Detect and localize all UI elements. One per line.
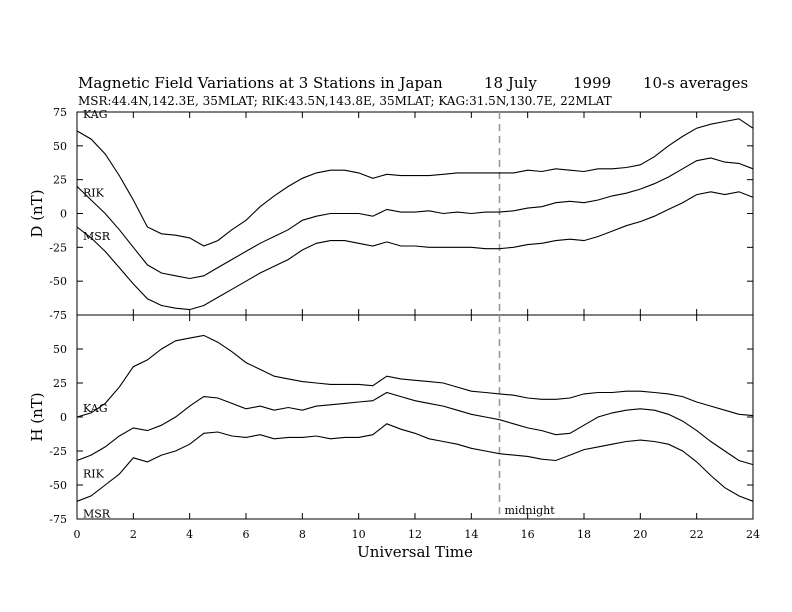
station-label-kag: KAG (83, 402, 108, 415)
y-tick-label: 0 (60, 411, 67, 424)
chart-year: 1999 (573, 74, 611, 92)
station-label-msr: MSR (83, 230, 111, 243)
series-kag (76, 334, 754, 418)
y-tick-label: 0 (60, 208, 67, 221)
series-kag (76, 118, 754, 247)
x-tick-label: 0 (74, 528, 81, 541)
x-tick-label: 10 (352, 528, 366, 541)
x-axis-label: Universal Time (357, 543, 473, 561)
series-rik (76, 157, 754, 280)
x-tick-label: 4 (186, 528, 193, 541)
series-rik (76, 391, 754, 466)
plot-frame (76, 314, 754, 520)
x-tick-label: 8 (299, 528, 306, 541)
station-label-rik: RIK (83, 468, 105, 481)
x-tick-label: 22 (690, 528, 704, 541)
station-label-kag: KAG (83, 108, 108, 121)
chart-date: 18 July (484, 74, 537, 92)
y-tick-label: -50 (49, 275, 67, 288)
y-tick-label: -75 (49, 309, 67, 322)
h-panel: -75 -50 -25 0 25 50 H (nT) KAG RIK MSR (28, 314, 754, 526)
y-tick-label: 25 (53, 377, 67, 390)
x-tick-label: 16 (521, 528, 535, 541)
midnight-label: midnight (505, 504, 556, 517)
y-tick-label: -25 (49, 241, 67, 254)
y-tick-label: 50 (53, 140, 67, 153)
y-tick-label: 75 (53, 106, 67, 119)
station-label-msr: MSR (83, 507, 111, 520)
x-tick-label: 24 (746, 528, 760, 541)
plot-frame (76, 111, 754, 316)
chart-title: Magnetic Field Variations at 3 Stations … (78, 74, 443, 92)
y-tick-label: 25 (53, 174, 67, 187)
d-panel: -75 -50 -25 0 25 50 75 D (nT) KAG RIK MSR (28, 106, 754, 322)
y-tick-label: 50 (53, 343, 67, 356)
x-tick-label: 18 (577, 528, 591, 541)
y-tick-label: -75 (49, 513, 67, 526)
series-msr (76, 191, 754, 311)
y-tick-label: -25 (49, 445, 67, 458)
y-tick-label: -50 (49, 479, 67, 492)
y-axis-label: D (nT) (28, 189, 46, 237)
chart-averaging: 10-s averages (643, 74, 748, 92)
station-label-rik: RIK (83, 186, 105, 199)
chart-subtitle: MSR:44.4N,142.3E, 35MLAT; RIK:43.5N,143.… (78, 94, 612, 108)
x-tick-label: 2 (130, 528, 137, 541)
y-axis-label: H (nT) (28, 392, 46, 441)
x-tick-label: 6 (243, 528, 250, 541)
x-tick-label: 20 (633, 528, 647, 541)
x-tick-label: 12 (408, 528, 422, 541)
x-tick-label: 14 (464, 528, 478, 541)
series-msr (76, 423, 754, 502)
